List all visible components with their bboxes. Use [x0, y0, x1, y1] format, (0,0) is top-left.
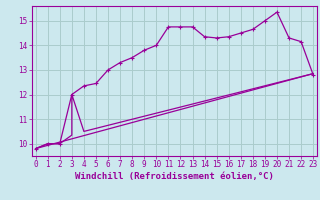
X-axis label: Windchill (Refroidissement éolien,°C): Windchill (Refroidissement éolien,°C) — [75, 172, 274, 181]
